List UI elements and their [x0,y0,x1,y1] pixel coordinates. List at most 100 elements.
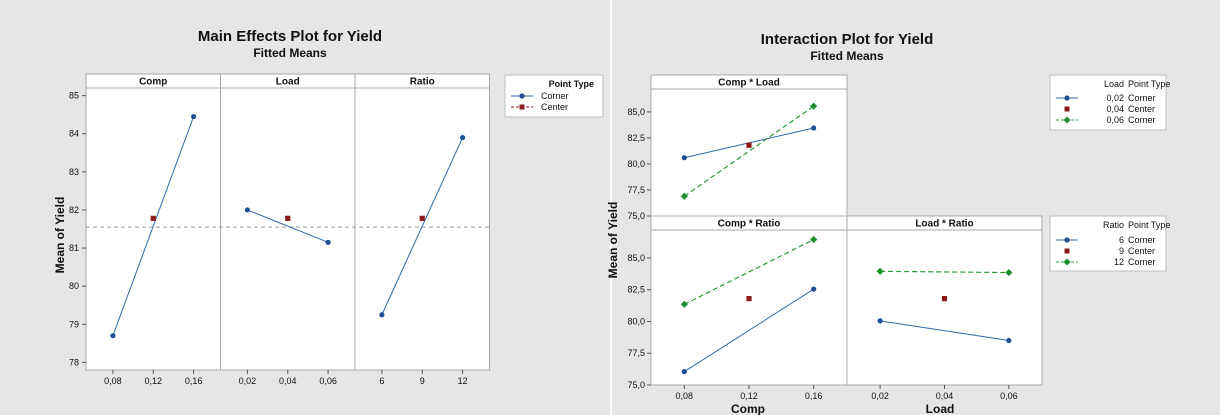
main-effects-ytick-label: 81 [69,243,79,253]
interaction-series-line-high [880,270,1009,274]
main-effects-ytick-label: 78 [69,357,79,367]
interaction-xtick-label: 0,12 [740,391,758,401]
interaction-series-point-high [810,102,818,110]
main-effects-xtick-label: 0,12 [144,376,162,386]
interaction-series-line-high [684,238,814,305]
legend-ratio-type-1: Corner [1128,235,1156,245]
interaction-center-point [746,296,752,302]
interaction-xtick-label: 0,08 [676,391,694,401]
interaction-series-point-low [811,286,817,292]
plot-area: 78 79 80 81 82 83 84 85 Comp 0,08 0,12 0,16 Load 0,02… [69,73,1043,401]
main-effects-ytick-label: 85 [69,91,79,101]
interaction-xtick-label: 0,04 [936,391,954,401]
legend-load-level-2: 0,04 [1106,104,1124,114]
main-effects-corner-point [460,134,466,141]
legend-ratio-type-3: Corner [1128,257,1156,267]
interaction-series-line-low [684,288,814,373]
main-effects-ytick-label: 83 [69,167,79,177]
main-effects-xtick-label: 0,02 [239,376,257,386]
main-effects-xtick-label: 0,08 [104,376,122,386]
main-effects-corner-line [247,209,329,243]
interaction-series-point-high [680,300,688,308]
main-effects-ytick-label: 79 [69,319,79,329]
legend-ratio-marker-1 [1064,237,1070,243]
main-effects-xtick-label: 0,04 [279,376,297,386]
interaction-series-point-low [877,318,883,324]
main-effects-title: Main Effects Plot for Yield [198,28,382,45]
legend-corner-label: Corner [541,91,569,101]
main-effects-subtitle: Fitted Means [253,46,327,60]
main-effects-center-point [285,215,291,221]
interaction-xtick-label: 0,06 [1000,391,1018,401]
main-effects-corner-point [191,113,197,120]
main-effects-strip-label: Comp [139,77,167,88]
interaction-ytick-label: 75,0 [627,380,645,390]
main-effects-corner-point [110,333,116,339]
interaction-ylabel: Mean of Yield [606,202,620,279]
main-effects-strip-label: Ratio [410,77,435,88]
main-effects-corner-point [379,312,385,318]
interaction-series-point-low [681,369,687,375]
interaction-ytick-label: 75,0 [627,211,645,221]
interaction-title: Interaction Plot for Yield [761,31,934,48]
main-effects-corner-point [244,207,250,213]
main-effects-corner-line [381,137,464,315]
main-effects-xtick-label: 0,16 [185,376,203,386]
interaction-ytick-label: 82,5 [627,285,645,295]
interaction-series-point-high [680,192,688,200]
legend-load-header-2: Point Type [1128,79,1170,89]
interaction-center-point [941,296,948,302]
interaction-series-point-high [1005,268,1013,277]
main-effects-xtick-label: 12 [458,376,468,386]
main-effects-ytick-label: 84 [69,129,79,139]
main-effects-plot-frame [85,73,490,371]
legend-load-type-3: Corner [1128,115,1156,125]
main-effects-xtick-label: 9 [420,376,425,386]
interaction-center-point [746,142,752,148]
interaction-series-line-high [683,105,815,197]
legend-ratio-level-2: 9 [1119,246,1124,256]
legend-ratio-level-1: 6 [1119,235,1124,245]
legend-load-marker-3 [1063,116,1071,124]
legend-load-marker-2 [1064,106,1070,112]
interaction-subtitle: Fitted Means [810,49,884,63]
main-effects-ylabel: Mean of Yield [53,197,67,274]
legend-ratio-marker-2 [1064,248,1070,254]
interaction-ytick-label: 80,0 [627,159,645,169]
legend-corner-marker [519,93,525,99]
interaction-series-point-low [811,125,817,131]
interaction-ytick-label: 85,0 [627,107,645,117]
legend-ratio-header-2: Point Type [1128,220,1170,230]
interaction-xlabel-load: Load [926,402,955,415]
interaction-series-point-high [810,235,818,244]
interaction-ytick-label: 82,5 [627,133,645,143]
interaction-strip-label: Comp * Load [718,78,780,89]
interaction-ytick-label: 77,5 [627,348,645,358]
interaction-series-point-low [1006,337,1012,344]
legend-ratio-level-3: 12 [1114,257,1124,267]
legend-center-marker [519,104,525,110]
legend-title: Point Type [549,79,594,89]
interaction-strip-label: Load * Ratio [915,219,973,230]
interaction-series-line-low [880,320,1009,342]
legend-center-label: Center [541,102,568,112]
interaction-ytick-label: 80,0 [627,316,645,326]
legend-load-type-2: Center [1128,104,1155,114]
interaction-strip [650,74,848,90]
interaction-series-point-low [681,155,687,161]
legend-load: Load Point Type 0,02 Corner 0,04 Center … [1049,74,1170,131]
main-effects-xtick-label: 0,06 [319,376,337,386]
main-effects-center-point [150,215,156,221]
interaction-xlabel-comp: Comp [731,402,765,415]
main-effects-corner-point [325,239,331,245]
main-effects-ytick-label: 82 [69,205,79,215]
legend-load-level-1: 0,02 [1106,93,1124,103]
main-effects-corner-line [112,116,195,336]
legend-load-marker-1 [1064,95,1070,101]
interaction-xtick-label: 0,02 [871,391,889,401]
main-effects-legend: Point Type Corner Center [504,74,604,118]
main-effects-center-point [419,215,425,221]
interaction-strip [846,215,1043,231]
interaction-ytick-label: 77,5 [627,185,645,195]
